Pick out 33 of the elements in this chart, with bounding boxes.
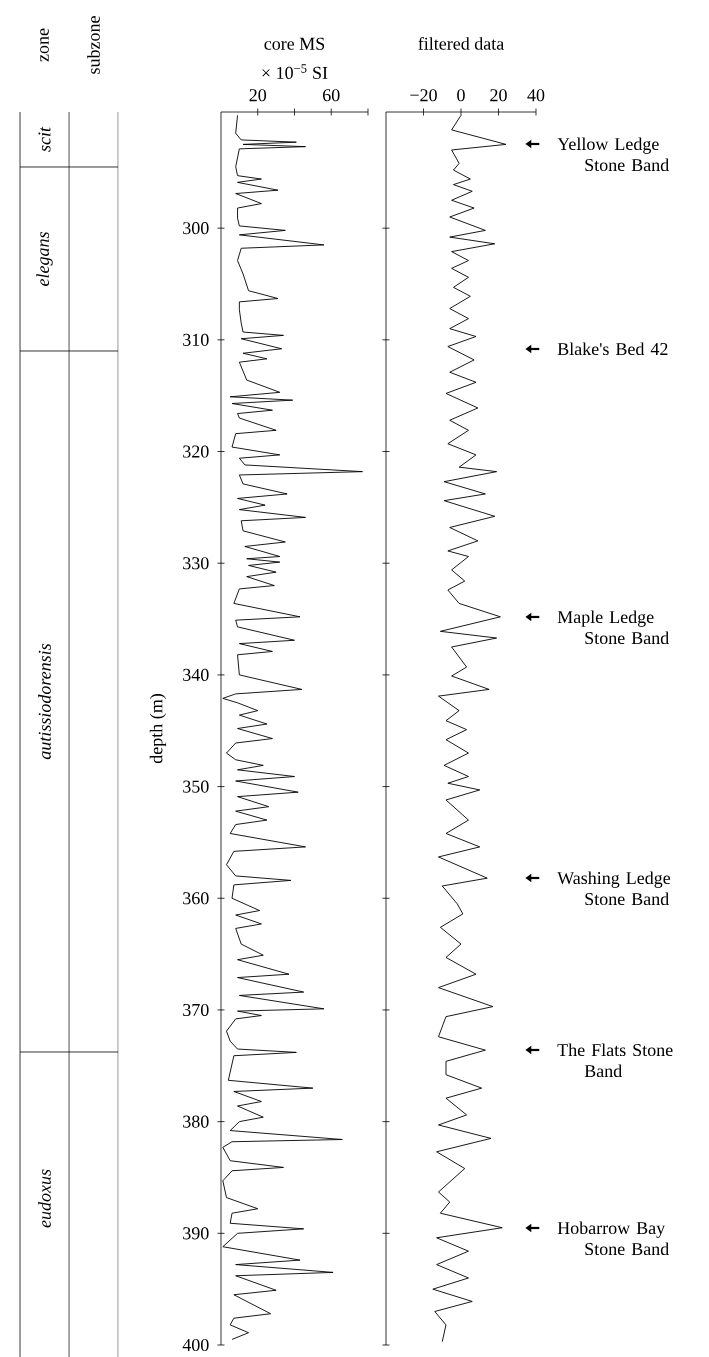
text: Blake's Bed 42 (557, 342, 668, 356)
y-tick-label: 400 (182, 1338, 209, 1352)
chart-title: core MS (264, 37, 325, 50)
y-tick-label: 380 (183, 1115, 209, 1128)
y-axis-title: depth (m) (149, 694, 167, 764)
text: Washing Ledge Stone Band (557, 871, 671, 906)
y-tick-label: 370 (183, 1003, 209, 1017)
x-axis-title: × 10$^{−5}$ SI (262, 64, 328, 79)
text: Maple Ledge Stone Band (557, 610, 669, 645)
text: Hobarrow Bay Stone Band (557, 1221, 669, 1256)
y-tick-label: 310 (183, 333, 209, 346)
text: elegans (36, 232, 53, 286)
category-label: subzone (87, 16, 100, 74)
x-tick-label: 60 (323, 89, 340, 102)
y-tick-label: 320 (183, 445, 209, 458)
y-tick-label: 360 (183, 892, 209, 905)
text: Yellow Ledge Stone Band (557, 137, 669, 172)
text: eudoxus (38, 1169, 51, 1228)
text: scit (38, 126, 51, 152)
y-tick-label: 300 (183, 222, 209, 235)
text: autissiodorensis (38, 643, 51, 760)
y-tick-label: 340 (183, 668, 209, 681)
x-tick-label: 40 (527, 89, 545, 102)
x-tick-label: 0 (457, 89, 465, 102)
text: The Flats Stone Band (557, 1043, 673, 1078)
x-tick-label: −20 (410, 89, 437, 102)
x-tick-label: 20 (490, 89, 507, 102)
y-tick-label: 350 (183, 780, 209, 793)
category-label: zone (40, 28, 49, 62)
x-tick-label: 20 (249, 89, 267, 102)
chart-title: filtered data (418, 36, 504, 50)
y-tick-label: 390 (183, 1227, 209, 1240)
y-tick-label: 330 (183, 557, 209, 570)
